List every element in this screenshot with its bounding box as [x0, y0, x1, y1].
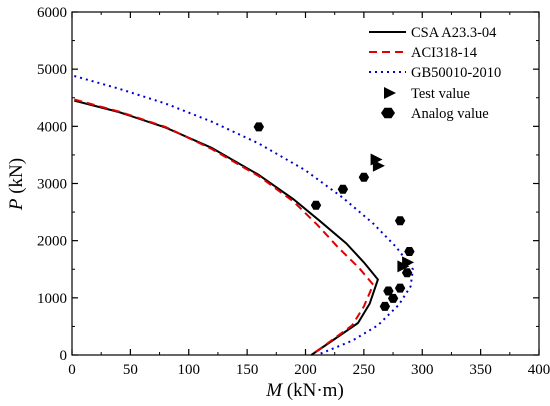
y-tick-label: 3000: [37, 177, 67, 193]
test-value-point: [372, 159, 385, 172]
plot-layer: [74, 75, 415, 356]
analog-value-point: [358, 172, 370, 182]
analog-value-point: [383, 286, 394, 296]
y-axis-symbol: P: [6, 198, 27, 211]
legend-label-gb: GB50010-2010: [411, 65, 501, 81]
y-axis: 0 1000 2000 3000 4000 5000 6000: [37, 5, 539, 364]
x-tick-label: 350: [469, 362, 492, 378]
legend-marker-analog: [381, 107, 395, 119]
y-tick-label: 2000: [37, 234, 67, 250]
y-axis-title: P (kN): [6, 158, 27, 211]
legend-label-analog: Analog value: [411, 106, 489, 122]
x-axis-unit: (kN·m): [282, 380, 344, 401]
series-line-0: [74, 99, 379, 356]
legend-marker-test: [384, 87, 396, 99]
x-tick-label: 0: [68, 362, 76, 378]
y-tick-label: 5000: [37, 62, 67, 78]
test-value-point: [402, 256, 415, 269]
analog-value-point: [387, 293, 399, 303]
x-tick-label: 250: [353, 362, 376, 378]
y-tick-label: 4000: [37, 119, 67, 135]
y-tick-label: 0: [60, 348, 68, 364]
analog-value-point: [404, 247, 415, 256]
analog-value-point: [401, 268, 413, 278]
analog-value-point: [394, 216, 406, 226]
legend-label-aci: ACI318-14: [411, 45, 478, 61]
plot-frame: [71, 11, 540, 356]
analog-value-point: [310, 200, 322, 210]
analog-value-point: [394, 283, 406, 293]
y-tick-label: 1000: [37, 291, 67, 307]
legend-label-test: Test value: [411, 86, 470, 102]
x-tick-label: 400: [528, 362, 550, 378]
series-line-1: [74, 98, 375, 356]
analog-value-point: [379, 301, 391, 311]
legend: CSA A23.3-04 ACI318-14 GB50010-2010 Test…: [369, 25, 501, 122]
x-axis-title: M (kN·m): [265, 380, 344, 401]
x-tick-label: 200: [294, 362, 317, 378]
analog-value-point: [253, 122, 264, 132]
x-tick-label: 300: [411, 362, 434, 378]
x-axis-symbol: M: [265, 380, 283, 401]
x-tick-label: 150: [236, 362, 259, 378]
x-axis: 0 50 100 150 200 250 300 350 400: [68, 12, 550, 378]
y-axis-unit: (kN): [6, 158, 27, 199]
x-tick-label: 50: [123, 362, 138, 378]
x-tick-label: 100: [178, 362, 201, 378]
series-line-2: [74, 75, 414, 356]
legend-label-csa: CSA A23.3-04: [411, 25, 497, 41]
y-tick-label: 6000: [37, 5, 67, 21]
analog-value-point: [337, 184, 349, 194]
